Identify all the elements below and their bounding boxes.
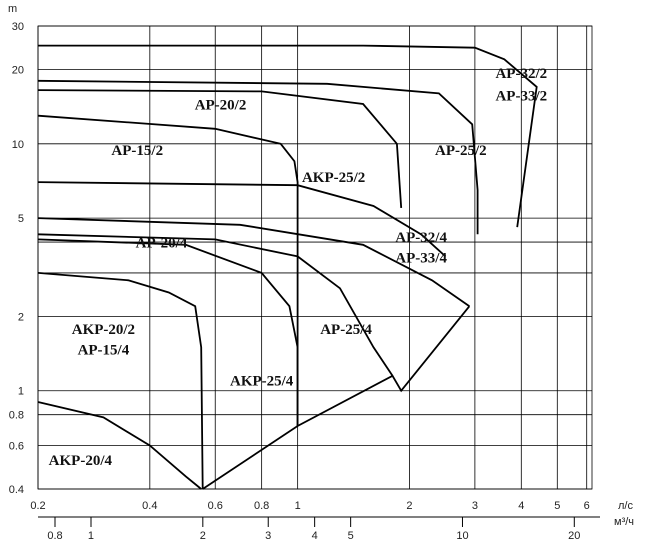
curve-label: AP-32/4 xyxy=(395,230,447,246)
curve-ap-32-4-ap-33-4 xyxy=(37,217,470,307)
curve-label: AP-25/2 xyxy=(435,143,487,159)
x-tick-label: 2 xyxy=(406,500,412,512)
curve-label: AP-33/4 xyxy=(395,251,447,267)
x2-tick-label: 4 xyxy=(312,530,318,542)
curve-label: AKP-25/2 xyxy=(302,170,365,186)
y-tick-label: 30 xyxy=(12,21,24,33)
y-tick-label: 0.4 xyxy=(9,484,24,496)
curve-ap-25-2 xyxy=(37,79,479,235)
y-tick-label: 0.8 xyxy=(9,410,24,422)
x2-tick-label: 20 xyxy=(568,530,580,542)
y-tick-label: 5 xyxy=(18,213,24,225)
curve-akp-25-2 xyxy=(37,181,447,258)
x-tick-label: 0.8 xyxy=(254,500,269,512)
x-tick-label: 0.2 xyxy=(30,500,45,512)
envelope-curve xyxy=(202,305,471,490)
x2-tick-label: 3 xyxy=(265,530,271,542)
curve-ap-20-2 xyxy=(37,89,403,208)
plot-grid xyxy=(37,25,593,490)
curve-ap-15-2 xyxy=(37,114,299,426)
x-axis-primary: 0.2 0.4 0.6 0.8 1 2 3 4 5 6 xyxy=(30,500,589,512)
y-axis: 30 20 10 5 2 1 0.8 0.6 0.4 xyxy=(9,21,24,496)
curve-label: AKP-20/2 xyxy=(72,322,135,338)
y-tick-label: 1 xyxy=(18,386,24,398)
curve-akp-20-2-ap-15-4 xyxy=(37,272,204,490)
y-axis-unit: m xyxy=(8,3,17,15)
x2-tick-label: 0.8 xyxy=(47,530,62,542)
curve-label: AP-33/2 xyxy=(495,88,547,104)
curve-akp-20-4 xyxy=(37,401,202,490)
curve-group xyxy=(37,44,538,490)
x2-axis-unit: м³/ч xyxy=(614,516,634,528)
y-tick-label: 0.6 xyxy=(9,441,24,453)
curve-label: AKP-20/4 xyxy=(49,453,113,469)
x-tick-label: 4 xyxy=(518,500,524,512)
curve-label: AKP-25/4 xyxy=(230,374,294,390)
x2-tick-label: 5 xyxy=(348,530,354,542)
y-tick-label: 2 xyxy=(18,311,24,323)
curve-label: AP-25/4 xyxy=(320,322,372,338)
curve-label: AP-15/2 xyxy=(111,143,163,159)
y-tick-label: 10 xyxy=(12,139,24,151)
curve-label: AP-20/2 xyxy=(195,97,247,113)
curve-label: AP-15/4 xyxy=(78,343,130,359)
curve-label: AP-20/4 xyxy=(136,236,188,252)
curve-ap-25-4 xyxy=(37,233,394,377)
x-tick-label: 3 xyxy=(472,500,478,512)
x2-tick-label: 2 xyxy=(200,530,206,542)
curve-labels: AP-32/2 AP-33/2 AP-20/2 AP-15/2 AP-25/2 AKP-2… xyxy=(49,66,547,469)
x-tick-label: 6 xyxy=(584,500,590,512)
x-tick-label: 1 xyxy=(295,500,301,512)
x-tick-label: 0.6 xyxy=(208,500,223,512)
x2-tick-label: 1 xyxy=(88,530,94,542)
x-axis-secondary: 0.8 1 2 3 4 5 10 20 xyxy=(38,516,600,542)
y-tick-label: 20 xyxy=(12,64,24,76)
curve-ap-32-2-ap-33-2 xyxy=(38,44,538,228)
x-tick-label: 0.4 xyxy=(142,500,157,512)
curve-label: AP-32/2 xyxy=(495,66,547,82)
x2-tick-label: 10 xyxy=(456,530,468,542)
x-tick-label: 5 xyxy=(554,500,560,512)
x-axis-unit: л/с xyxy=(618,500,633,512)
